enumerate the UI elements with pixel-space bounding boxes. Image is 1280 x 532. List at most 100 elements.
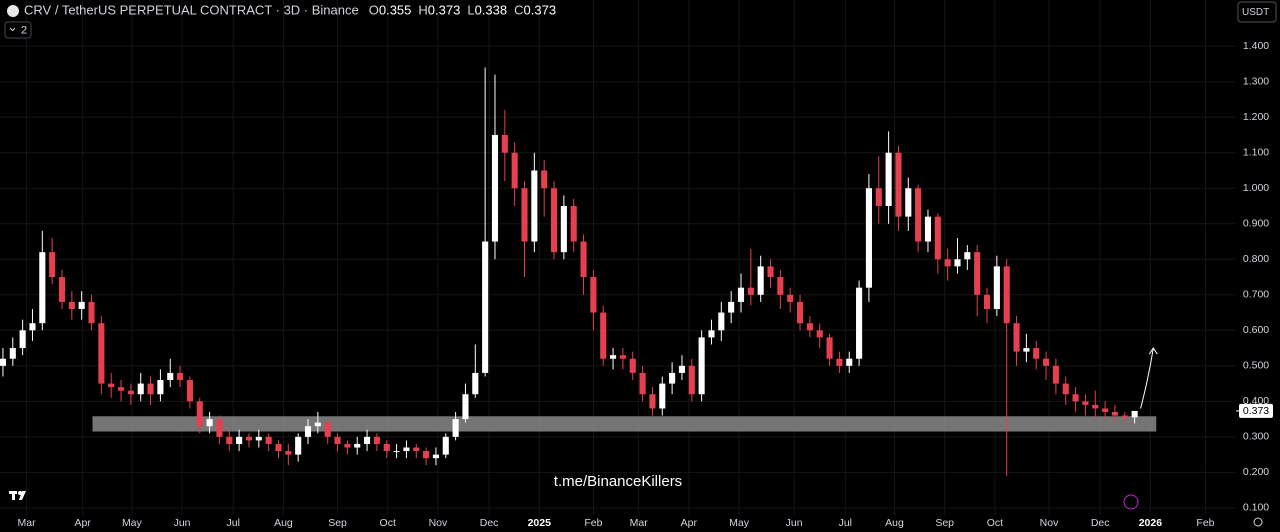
candle-body <box>806 323 813 331</box>
candle-body <box>757 266 764 295</box>
x-tick-label: Mar <box>18 517 37 529</box>
candle-body <box>747 287 754 295</box>
y-tick-label: 1.200 <box>1243 111 1269 123</box>
candle-body <box>777 277 784 295</box>
candle-body <box>600 312 607 359</box>
x-tick-label: Jul <box>839 517 852 529</box>
candle-body <box>1013 323 1020 352</box>
candle-body <box>1072 394 1079 402</box>
x-tick-label: 2025 <box>528 517 552 529</box>
candle-body <box>954 259 961 267</box>
candle-body <box>905 188 912 217</box>
x-tick-label: Mar <box>630 517 649 529</box>
candle-body <box>1062 383 1069 395</box>
x-tick-label: Aug <box>274 517 293 529</box>
ohlc-value: 0.373 <box>524 2 557 17</box>
y-tick-label: 0.900 <box>1243 218 1269 230</box>
candle-body <box>108 383 115 388</box>
candle-body <box>521 188 528 242</box>
candle-body <box>324 422 331 437</box>
candle-body <box>167 372 174 381</box>
indicator-toggle[interactable] <box>4 21 32 39</box>
candle-body <box>659 383 666 409</box>
candle-body <box>511 152 518 189</box>
candle-body <box>413 447 420 452</box>
x-tick-label: Apr <box>74 517 91 529</box>
ohlc-value: 0.338 <box>475 2 508 17</box>
candle-body <box>541 170 548 189</box>
chevron-icon <box>9 27 16 32</box>
y-tick-label: 1.300 <box>1243 75 1269 87</box>
candle-body <box>206 419 213 427</box>
currency-label: USDT <box>1242 7 1269 18</box>
candle-body <box>275 443 282 452</box>
candle-body <box>334 436 341 444</box>
candle-body <box>983 294 991 309</box>
x-tick-label: Nov <box>429 517 448 529</box>
candle-body <box>491 134 499 242</box>
candle-body <box>1033 348 1040 359</box>
candle-body <box>1121 415 1128 418</box>
candle-body <box>452 419 459 437</box>
candle-body <box>0 358 7 366</box>
x-tick-label: May <box>122 517 143 529</box>
candle-body <box>245 436 253 441</box>
candle-body <box>147 383 154 395</box>
candle-body <box>19 330 26 349</box>
candle-body <box>68 301 75 309</box>
candle-body <box>1111 412 1118 416</box>
candle-body <box>501 134 508 153</box>
candle-body <box>442 436 449 455</box>
x-tick-label: Feb <box>584 517 602 529</box>
y-tick-label: 0.700 <box>1243 289 1269 301</box>
candle-body <box>610 355 617 359</box>
candle-body <box>787 294 794 302</box>
x-tick-label: Jun <box>174 517 191 529</box>
candle-body <box>698 337 705 395</box>
axes: 0.1000.2000.3000.4000.5000.6000.7000.800… <box>18 40 1273 529</box>
candle-body <box>285 451 292 455</box>
y-tick-label: 0.200 <box>1243 466 1269 478</box>
support-zone <box>92 416 1157 432</box>
ohlc-key: L <box>467 2 474 17</box>
candle-body <box>964 252 971 260</box>
candle-body <box>295 436 302 455</box>
ohlc-value: 0.355 <box>379 2 412 17</box>
candle-body <box>924 216 932 242</box>
candle-body <box>846 358 853 366</box>
candle-body <box>137 383 144 395</box>
plot-area <box>0 67 1158 476</box>
candle-body <box>373 436 380 444</box>
candle-body <box>364 436 371 444</box>
candle-body <box>1082 401 1089 405</box>
candle-body <box>590 277 597 313</box>
lightning-icon[interactable] <box>1123 494 1139 510</box>
candle-body <box>619 355 626 359</box>
candle-body <box>39 252 46 324</box>
x-tick-label: May <box>729 517 750 529</box>
candle-body <box>639 372 646 395</box>
candle-body <box>550 188 558 253</box>
candle-body <box>580 241 587 278</box>
candle-body <box>265 436 272 444</box>
candle-body <box>88 301 95 324</box>
settings-icon[interactable] <box>1253 517 1263 527</box>
candle-body <box>1102 408 1109 412</box>
candle-body <box>127 390 134 395</box>
candle-body <box>226 436 233 444</box>
candle-body <box>423 451 430 459</box>
currency-button[interactable] <box>1237 1 1277 23</box>
candle-body <box>314 422 321 427</box>
candle-body <box>915 188 922 242</box>
candle-body <box>9 348 16 359</box>
projection-arrow <box>1140 347 1154 409</box>
candle-body <box>177 372 184 381</box>
x-tick-label: Sep <box>328 517 347 529</box>
y-tick-label: 1.400 <box>1243 40 1269 52</box>
candle-body <box>196 401 203 427</box>
ohlc-key: O <box>369 2 379 17</box>
y-tick-label: 0.600 <box>1243 324 1269 336</box>
candle-body <box>1003 266 1010 324</box>
candle-body <box>29 323 36 331</box>
